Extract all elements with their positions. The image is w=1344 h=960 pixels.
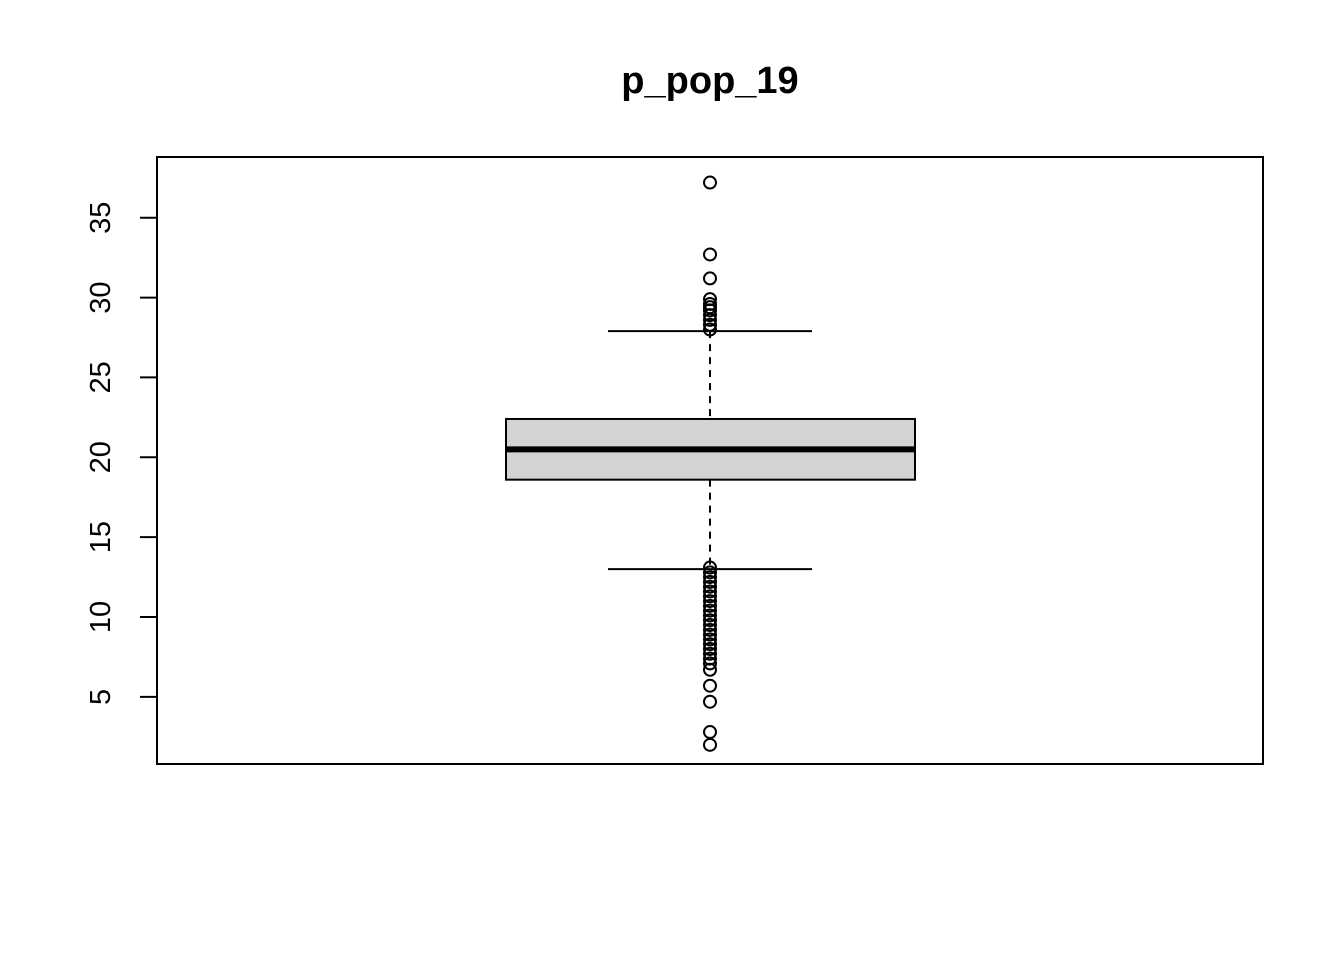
outlier-point [703,637,717,652]
outlier-point [703,641,717,656]
outlier-point [703,175,717,190]
outlier-point [703,598,717,613]
y-axis: 5 10 15 20 25 30 35 [85,202,158,705]
outlier-point [703,271,717,286]
y-tick-label: 15 [85,521,117,553]
chart-title: p_pop_19 [621,60,798,102]
outlier-point [703,594,717,609]
y-tick-label: 35 [85,202,117,234]
y-tick-label: 20 [85,441,117,473]
outlier-point [703,627,717,642]
outlier-point [703,725,717,740]
outlier-point [703,570,717,585]
y-tick-label: 30 [85,281,117,313]
y-tick-label: 25 [85,361,117,393]
outlier-point [703,579,717,594]
outlier-point [703,618,717,633]
outlier-point [703,322,717,337]
outlier-point [703,560,717,575]
outlier-point [703,574,717,589]
y-tick-label: 10 [85,601,117,633]
outlier-point [703,247,717,262]
outlier-point [703,613,717,628]
outlier-point [703,632,717,647]
outlier-point [703,584,717,599]
outlier-point [703,565,717,580]
box-group [505,330,916,571]
outlier-point [703,308,717,323]
outlier-point [703,312,717,327]
outlier-point [703,608,717,623]
outlier-point [703,662,717,677]
outlier-point [703,303,717,318]
outlier-point [703,603,717,618]
outlier-point [703,622,717,637]
y-tick-label: 5 [85,689,117,705]
outlier-point [703,694,717,709]
outlier-point [703,646,717,661]
outlier-point [703,678,717,693]
outlier-group [703,175,717,752]
outlier-point [703,317,717,332]
outlier-point [703,589,717,604]
outlier-point [703,737,717,752]
outlier-point [703,656,717,671]
